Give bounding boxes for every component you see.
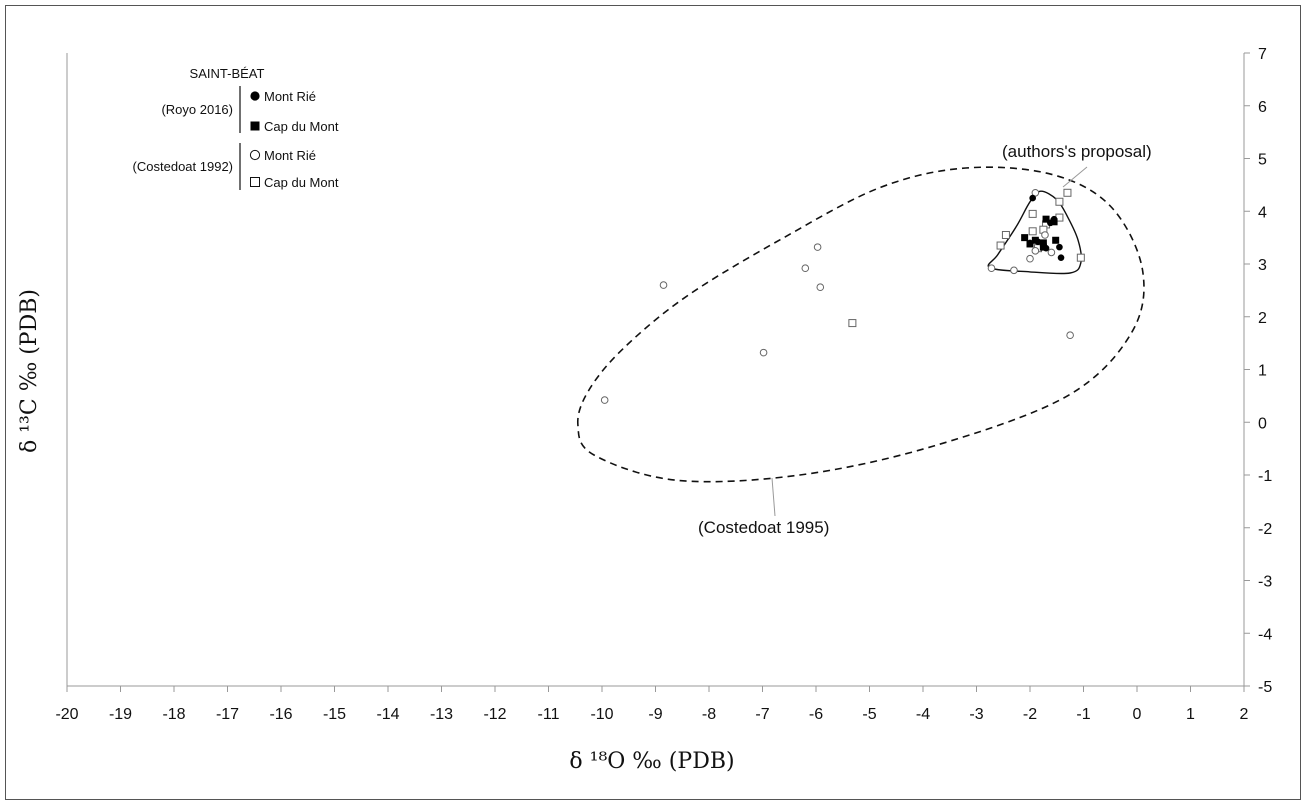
x-tick-label: -4	[916, 706, 930, 723]
point-filled-circle	[1047, 219, 1054, 227]
point-open-square	[848, 319, 857, 328]
y-tick-label: 2	[1258, 310, 1267, 327]
authors-proposal-region	[987, 190, 1082, 275]
x-tick-label: -19	[109, 706, 132, 723]
y-tick-label: 5	[1258, 152, 1267, 169]
point-open-square	[1076, 253, 1085, 262]
point-filled-circle	[1029, 194, 1036, 202]
y-tick-label: -2	[1258, 521, 1272, 538]
legend-open-circle-icon	[249, 149, 261, 161]
x-tick-label: -7	[755, 706, 769, 723]
y-tick-label: 1	[1258, 363, 1267, 380]
x-tick-label: -11	[538, 706, 560, 723]
point-open-square	[1001, 230, 1010, 239]
point-open-square	[1028, 209, 1037, 218]
y-tick-label: -3	[1258, 574, 1272, 591]
x-tick-label: 1	[1186, 706, 1195, 723]
x-tick-label: -10	[590, 706, 613, 723]
point-open-circle	[1031, 188, 1040, 197]
costedoat-1995-region	[576, 166, 1145, 483]
annotation-leader-costedoat	[771, 477, 776, 517]
point-open-circle	[1066, 331, 1074, 340]
point-filled-square	[1021, 234, 1029, 242]
x-tick-label: -14	[376, 706, 399, 723]
point-open-square	[1055, 197, 1064, 206]
point-open-circle	[987, 264, 996, 273]
point-filled-circle	[1034, 238, 1042, 246]
legend-source-costedoat: (Costedoat 1992)	[133, 159, 233, 174]
point-open-circle	[600, 396, 609, 404]
x-tick-label: 2	[1240, 706, 1249, 723]
point-open-circle	[1031, 247, 1040, 255]
legend-label-cap-du-mont-costedoat: Cap du Mont	[264, 175, 339, 190]
x-tick-label: -12	[483, 706, 506, 723]
point-open-square	[1063, 188, 1072, 197]
legend-open-square-icon	[250, 177, 260, 187]
point-filled-circle	[1042, 244, 1050, 252]
point-open-circle	[816, 283, 825, 292]
legend-filled-circle-icon	[250, 91, 260, 101]
annotations: (authors's proposal) (Costedoat 1995)	[698, 142, 1152, 537]
annotation-leader-authors	[1062, 166, 1088, 188]
y-tick-labels: -5 -4 -3 -2 -1 0 1 2 3 4 5 6 7	[1258, 46, 1272, 696]
legend-label-mont-rie-costedoat: Mont Rié	[264, 148, 316, 163]
legend-label-mont-rie-royo: Mont Rié	[264, 89, 316, 104]
x-tick-label: -5	[862, 706, 876, 723]
y-tick-label: 0	[1258, 415, 1267, 432]
y-tick-label: 6	[1258, 99, 1267, 116]
point-open-circle	[1047, 248, 1056, 257]
point-open-circle	[801, 264, 810, 273]
point-filled-circle	[1056, 243, 1063, 251]
legend-label-cap-du-mont-royo: Cap du Mont	[264, 119, 339, 134]
legend-source-royo: (Royo 2016)	[161, 102, 233, 117]
point-open-square	[996, 241, 1005, 250]
x-tick-label: -2	[1023, 706, 1037, 723]
x-tick-label: -15	[323, 706, 346, 723]
y-tick-label: 7	[1258, 46, 1267, 63]
point-filled-square	[1042, 215, 1050, 223]
x-tick-label: 0	[1133, 706, 1142, 723]
y-tick-label: 4	[1258, 204, 1267, 221]
regions	[576, 166, 1145, 483]
x-tick-label: -9	[648, 706, 662, 723]
point-open-circle	[759, 348, 768, 357]
point-open-circle	[813, 243, 822, 251]
point-filled-square	[1039, 239, 1047, 247]
point-open-circle	[1010, 266, 1018, 275]
point-filled-circle	[1057, 254, 1065, 261]
y-tick-label: -1	[1258, 468, 1272, 485]
x-tick-label: -8	[702, 706, 716, 723]
legend: SAINT-BÉAT (Royo 2016) (Costedoat 1992) …	[133, 66, 339, 190]
chart-frame	[5, 5, 1301, 800]
point-filled-square	[1052, 236, 1060, 244]
legend-filled-square-icon	[250, 121, 260, 131]
point-filled-circle	[1026, 239, 1034, 247]
y-tick-label: -5	[1258, 679, 1272, 696]
x-tick-labels: -20 -19 -18 -17 -16 -15 -14 -13 -12 -11 -10 -9 -8 -7-…	[55, 706, 1248, 723]
x-tick-label: -13	[430, 706, 453, 723]
axes	[66, 52, 1250, 692]
x-tick-label: -1	[1076, 706, 1090, 723]
point-open-square	[1028, 227, 1037, 236]
point-open-circle	[659, 281, 668, 289]
x-tick-label: -20	[55, 706, 78, 723]
point-open-circle	[1041, 231, 1049, 239]
annotation-costedoat-1995: (Costedoat 1995)	[698, 518, 829, 537]
x-tick-label: -16	[269, 706, 292, 723]
x-tick-label: -18	[162, 706, 185, 723]
annotation-authors-proposal: (authors's proposal)	[1002, 142, 1152, 161]
x-tick-label: -3	[969, 706, 983, 723]
x-axis-title: δ ¹⁸O ‰ (PDB)	[569, 749, 734, 774]
y-axis-title: δ ¹³C ‰ (PDB)	[17, 289, 42, 453]
data-points	[600, 188, 1085, 404]
legend-title: SAINT-BÉAT	[190, 66, 265, 81]
y-tick-label: 3	[1258, 257, 1267, 274]
x-tick-label: -17	[216, 706, 239, 723]
point-open-circle	[1026, 254, 1034, 263]
y-tick-label: -4	[1258, 626, 1272, 643]
x-tick-label: -6	[809, 706, 823, 723]
